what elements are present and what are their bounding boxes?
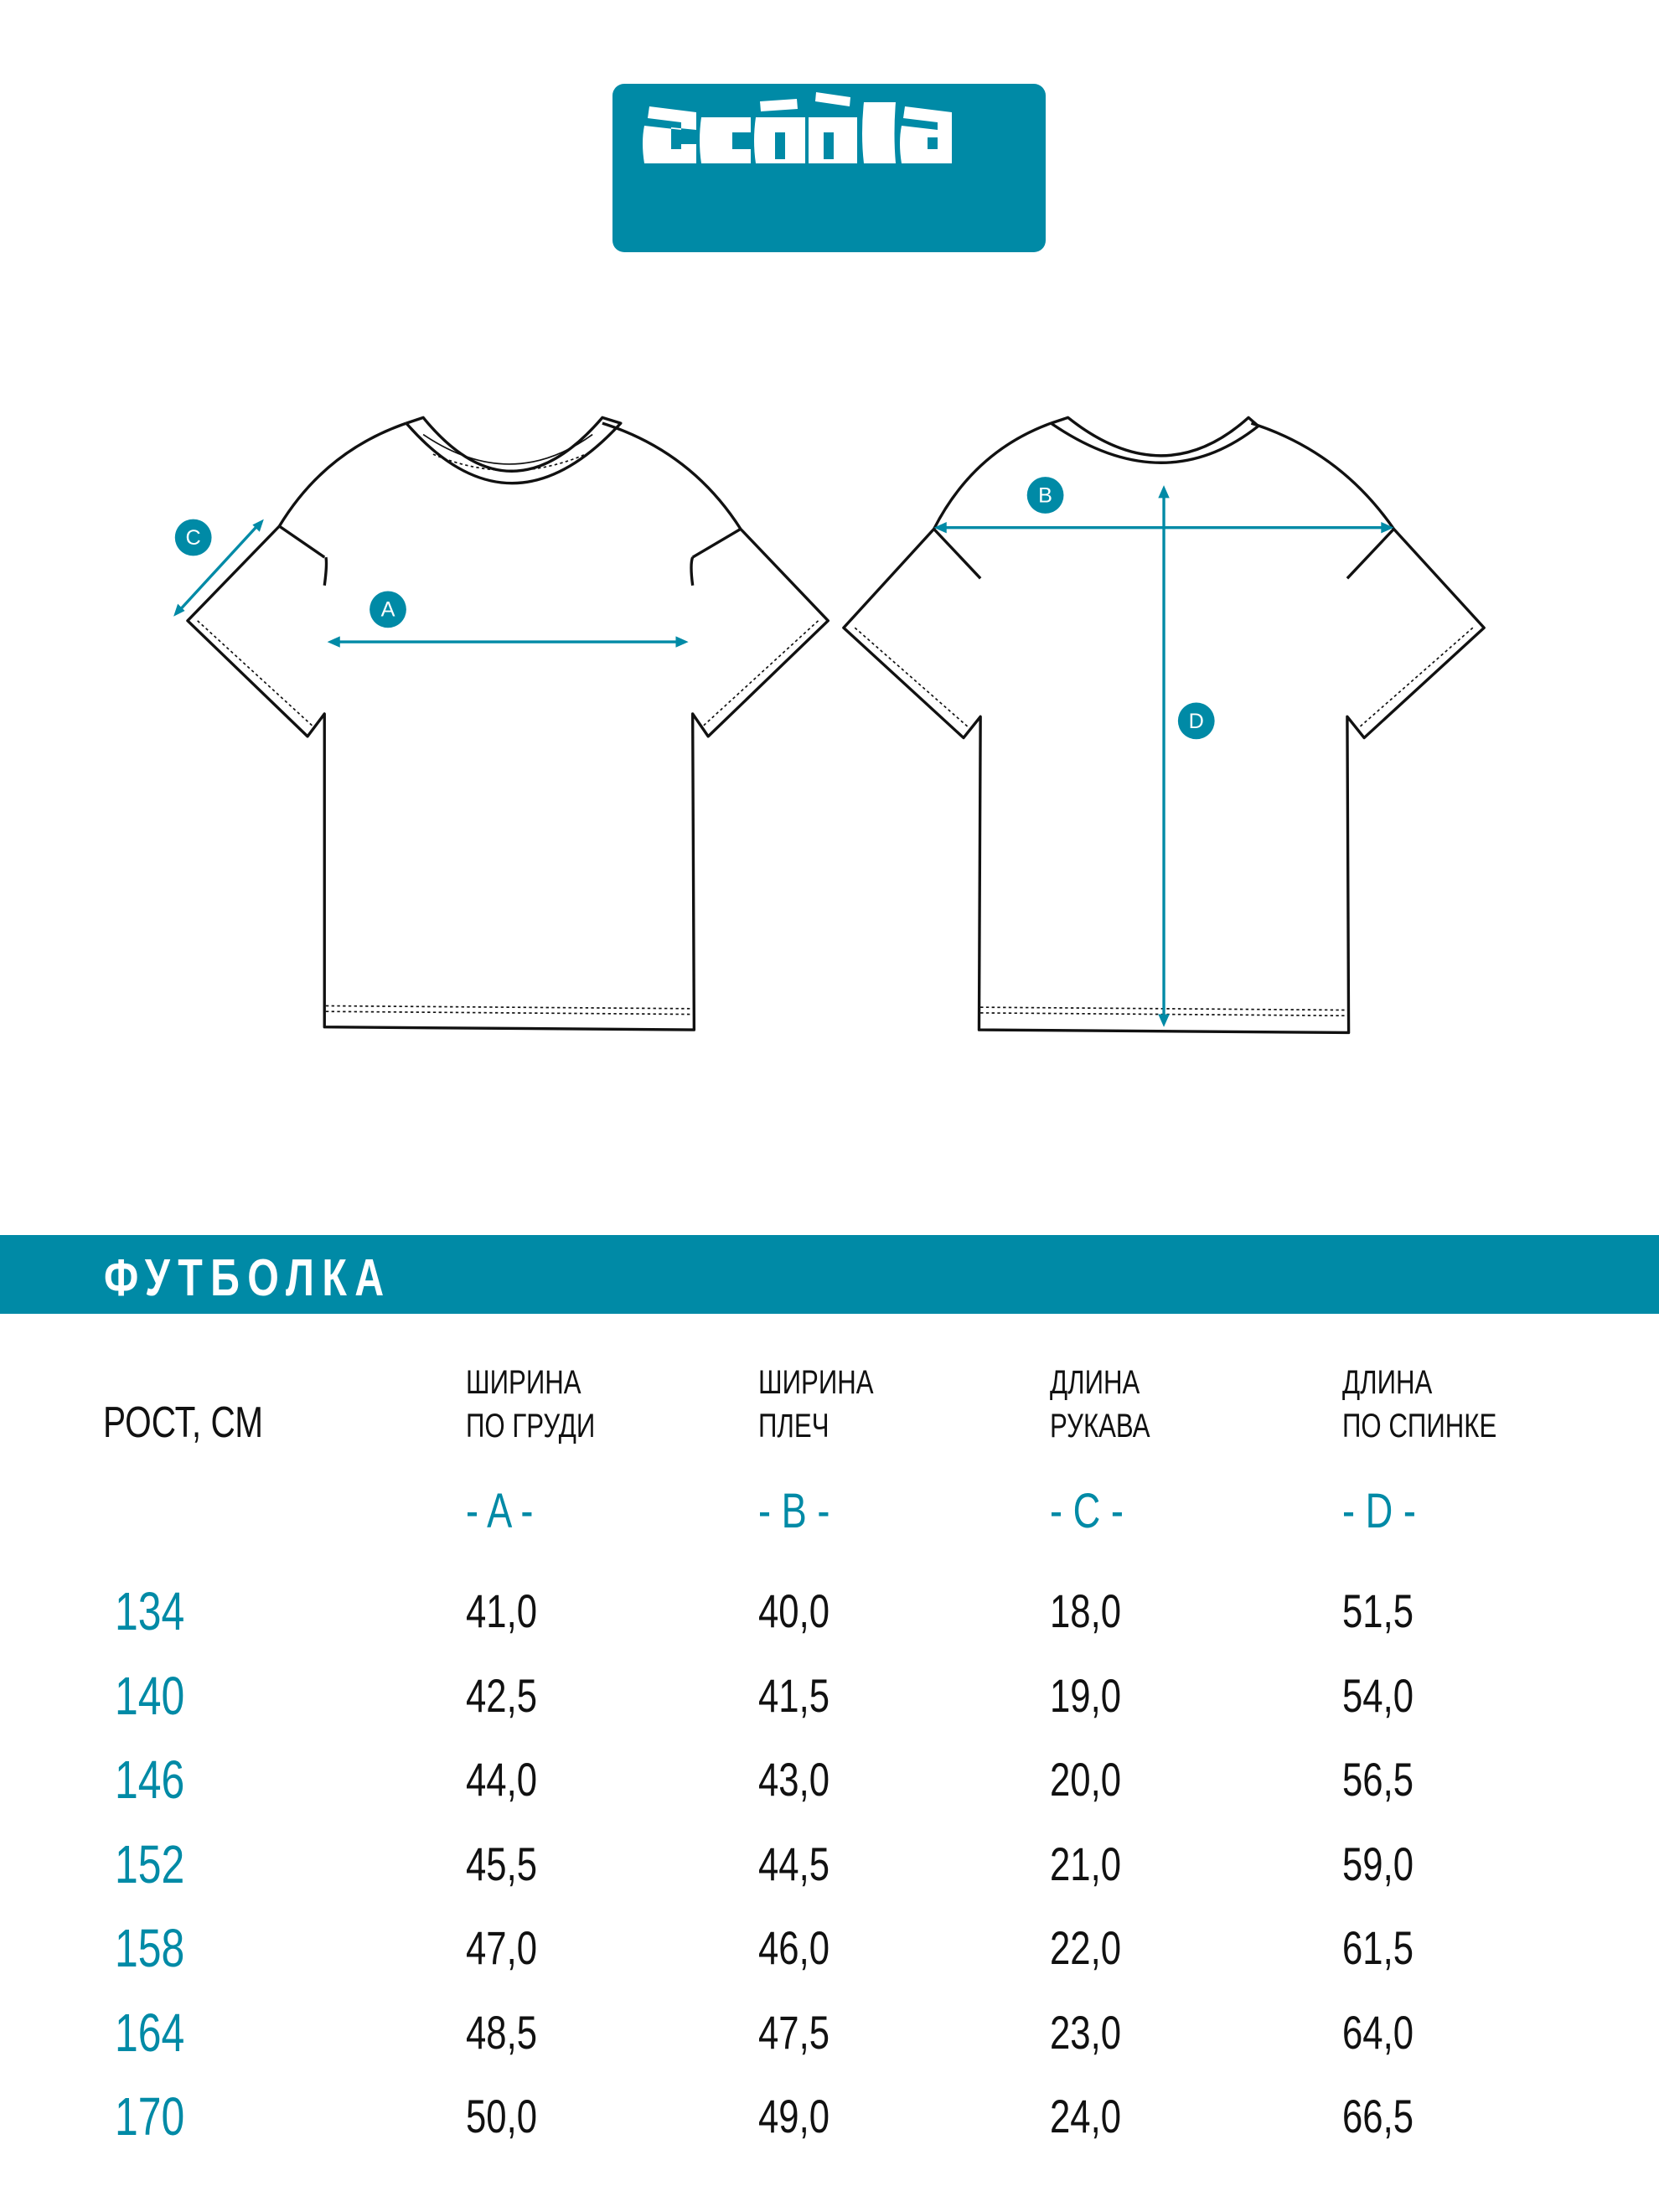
column-header-d: ДЛИНА ПО СПИНКЕ [1342, 1361, 1496, 1448]
label-b: B [1038, 483, 1052, 507]
label-b-badge [1026, 477, 1064, 514]
measurement-cell: 44,5 [758, 1837, 830, 1890]
measure-d-arrow [1158, 485, 1170, 1027]
column-code-b: - B - [758, 1484, 830, 1538]
header-line: ПО ГРУДИ [466, 1408, 596, 1445]
measurement-cell: 56,5 [1342, 1753, 1414, 1806]
tshirt-back-drawing [842, 416, 1486, 1035]
measurement-cell: 47,5 [758, 2005, 830, 2059]
acoola-logo [612, 84, 1046, 252]
measurement-cell: 44,0 [466, 1753, 538, 1806]
measurement-cell: 59,0 [1342, 1837, 1414, 1890]
header-line: ПЛЕЧ [758, 1408, 830, 1445]
label-d: D [1189, 710, 1204, 733]
height-cell: 152 [115, 1833, 185, 1894]
column-code-a: - A - [466, 1484, 534, 1538]
column-code-c: - C - [1050, 1484, 1124, 1538]
label-c: C [186, 526, 201, 550]
measurement-cell: 46,0 [758, 1921, 830, 1974]
column-header-a: ШИРИНА ПО ГРУДИ [466, 1361, 595, 1448]
measure-c-arrow [173, 519, 264, 617]
measurement-cell: 19,0 [1050, 1668, 1122, 1722]
measurement-cell: 50,0 [466, 2090, 538, 2142]
measurement-cell: 51,5 [1342, 1584, 1414, 1637]
measurement-cell: 64,0 [1342, 2005, 1414, 2059]
measurement-cell: 43,0 [758, 1753, 830, 1806]
height-cell: 164 [115, 2002, 185, 2063]
measurement-cell: 23,0 [1050, 2005, 1122, 2059]
measurement-cell: 18,0 [1050, 1584, 1122, 1637]
label-a: A [381, 598, 395, 622]
header-line: ДЛИНА [1050, 1364, 1140, 1401]
measurement-cell: 40,0 [758, 1584, 830, 1637]
header-line: ШИРИНА [758, 1364, 874, 1401]
product-title: ФУТБОЛКА [104, 1249, 392, 1307]
measurement-cell: 22,0 [1050, 1921, 1122, 1974]
measurement-cell: 42,5 [466, 1668, 538, 1722]
measurement-cell: 47,0 [466, 1921, 538, 1974]
measurement-cell: 54,0 [1342, 1668, 1414, 1722]
height-column-header: РОСТ, СМ [103, 1398, 264, 1447]
measurement-cell: 41,5 [758, 1668, 830, 1722]
measurement-cell: 48,5 [466, 2005, 538, 2059]
measurement-cell: 24,0 [1050, 2090, 1122, 2142]
column-header-b: ШИРИНА ПЛЕЧ [758, 1361, 874, 1448]
tshirt-front-drawing [186, 416, 830, 1031]
header-line: ДЛИНА [1342, 1364, 1433, 1401]
header-line: ПО СПИНКЕ [1342, 1408, 1497, 1445]
height-cell: 158 [115, 1918, 185, 1978]
height-cell: 170 [115, 2086, 185, 2147]
label-a-badge [370, 591, 406, 628]
logo-wordmark [643, 92, 952, 163]
measurement-cell: 49,0 [758, 2090, 830, 2142]
height-cell: 140 [115, 1665, 185, 1726]
height-cell: 134 [115, 1581, 185, 1641]
measure-a-arrow [327, 636, 689, 648]
header-line: РУКАВА [1050, 1408, 1150, 1445]
header-line: ШИРИНА [466, 1364, 581, 1401]
label-c-badge [174, 519, 212, 556]
product-title-band: ФУТБОЛКА [0, 1235, 1659, 1314]
measurement-cell: 21,0 [1050, 1837, 1122, 1890]
measurement-cell: 66,5 [1342, 2090, 1414, 2142]
measurement-cell: 20,0 [1050, 1753, 1122, 1806]
column-header-c: ДЛИНА РУКАВА [1050, 1361, 1150, 1448]
label-d-badge [1177, 702, 1215, 740]
measurement-cell: 41,0 [466, 1584, 538, 1637]
height-cell: 146 [115, 1749, 185, 1810]
column-code-d: - D - [1342, 1484, 1416, 1538]
measurement-cell: 45,5 [466, 1837, 538, 1890]
measurement-cell: 61,5 [1342, 1921, 1414, 1974]
